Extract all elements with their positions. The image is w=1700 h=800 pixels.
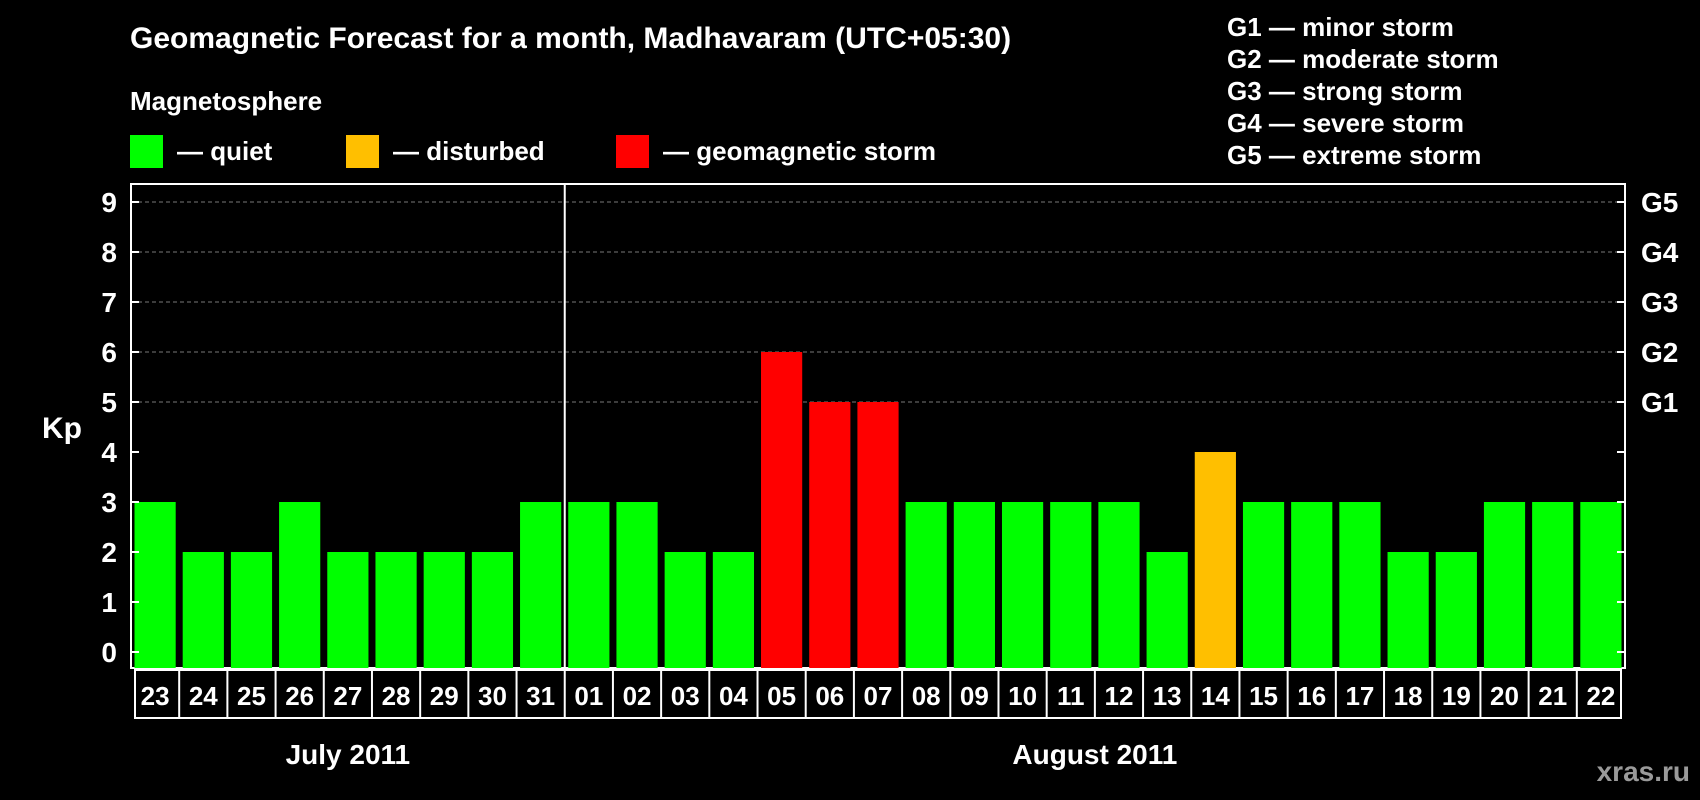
y-tick-label: 4 [101,437,117,468]
g-legend-g1: G1 — minor storm [1227,12,1454,42]
legend-storm: — geomagnetic storm [616,134,936,168]
y-tick-label: 8 [101,237,117,268]
y-tick-label: 2 [101,537,117,568]
bar-day-24 [182,552,224,668]
date-label-17: 17 [1345,681,1374,711]
date-label-13: 13 [1153,681,1182,711]
date-label-23: 23 [141,681,170,711]
date-label-31: 31 [526,681,555,711]
bar-day-10 [1001,502,1044,668]
date-label-21: 21 [1538,681,1567,711]
date-label-06: 06 [815,681,844,711]
date-label-07: 07 [864,681,893,711]
bar-day-09 [953,502,995,668]
bar-day-12 [1098,502,1140,668]
bar-day-06 [809,402,851,668]
bar-day-02 [616,502,658,668]
date-label-09: 09 [960,681,989,711]
date-label-20: 20 [1490,681,1519,711]
y-tick-label: 5 [101,387,117,418]
bar-day-05 [761,352,803,668]
bar-day-01 [568,502,610,668]
g-label-g3: G3 [1641,287,1678,318]
date-label-11: 11 [1057,681,1085,711]
bar-day-25 [230,552,273,668]
bar-day-15 [1242,502,1285,668]
date-label-24: 24 [189,681,218,711]
bar-day-27 [327,552,369,668]
date-label-12: 12 [1105,681,1134,711]
g-legend-g5: G5 — extreme storm [1227,140,1482,170]
date-label-03: 03 [671,681,700,711]
g-legend-g3: G3 — strong storm [1227,76,1463,106]
date-label-26: 26 [285,681,314,711]
legend-quiet-swatch [130,134,163,168]
date-label-04: 04 [719,681,748,711]
y-tick-label: 0 [101,637,117,668]
bar-day-21 [1532,502,1574,668]
date-label-25: 25 [237,681,266,711]
chart-title: Geomagnetic Forecast for a month, Madhav… [130,22,1012,55]
bar-day-08 [905,502,947,668]
bar-day-11 [1050,502,1092,668]
y-tick-label: 1 [101,587,117,618]
g-label-g2: G2 [1641,337,1678,368]
bar-day-13 [1146,552,1188,668]
bar-day-31 [520,502,562,668]
legend-disturbed-label: — disturbed [393,135,545,166]
date-label-15: 15 [1249,681,1278,711]
y-tick-label: 9 [101,187,117,218]
g-label-g5: G5 [1641,187,1678,218]
date-label-01: 01 [574,681,603,711]
date-label-14: 14 [1201,681,1230,711]
bar-day-04 [712,552,755,668]
bar-day-23 [134,502,176,668]
watermark: xras.ru [1596,756,1690,787]
bar-day-20 [1483,502,1526,668]
bar-day-29 [423,552,465,668]
y-tick-label: 3 [101,487,117,518]
month-label: July 2011 [286,739,411,770]
month-label: August 2011 [1012,739,1177,770]
date-label-19: 19 [1442,681,1471,711]
bar-day-22 [1580,502,1622,668]
y-tick-label: 7 [101,287,117,318]
g-legend-g4: G4 — severe storm [1227,108,1465,138]
date-label-08: 08 [912,681,941,711]
y-axis-label: Kp [42,412,82,445]
date-label-27: 27 [333,681,362,711]
g-label-g4: G4 [1641,237,1679,268]
legend-storm-swatch [616,134,649,168]
date-label-18: 18 [1394,681,1423,711]
bar-day-30 [471,552,514,668]
bar-day-17 [1339,502,1381,668]
bar-day-19 [1435,552,1477,668]
legend-disturbed-swatch [346,134,379,168]
g-label-g1: G1 [1641,387,1678,418]
bar-day-16 [1291,502,1333,668]
date-label-16: 16 [1297,681,1326,711]
legend-quiet: — quiet [130,134,272,168]
legend-quiet-label: — quiet [177,135,273,166]
bar-day-26 [279,502,321,668]
date-label-29: 29 [430,681,459,711]
legend-heading: Magnetosphere [130,86,323,116]
legend-disturbed: — disturbed [346,134,545,168]
bar-day-18 [1387,552,1429,668]
bar-day-28 [375,552,417,668]
legend-storm-label: — geomagnetic storm [663,135,937,166]
date-label-05: 05 [767,681,796,711]
bar-day-14 [1194,452,1236,668]
date-row-frame [134,669,1622,719]
date-label-30: 30 [478,681,507,711]
y-tick-label: 6 [101,337,117,368]
date-label-28: 28 [382,681,411,711]
date-label-02: 02 [623,681,652,711]
bar-day-07 [857,402,899,668]
date-label-10: 10 [1008,681,1037,711]
bar-day-03 [664,552,706,668]
date-label-22: 22 [1586,681,1615,711]
g-legend-g2: G2 — moderate storm [1227,44,1499,74]
